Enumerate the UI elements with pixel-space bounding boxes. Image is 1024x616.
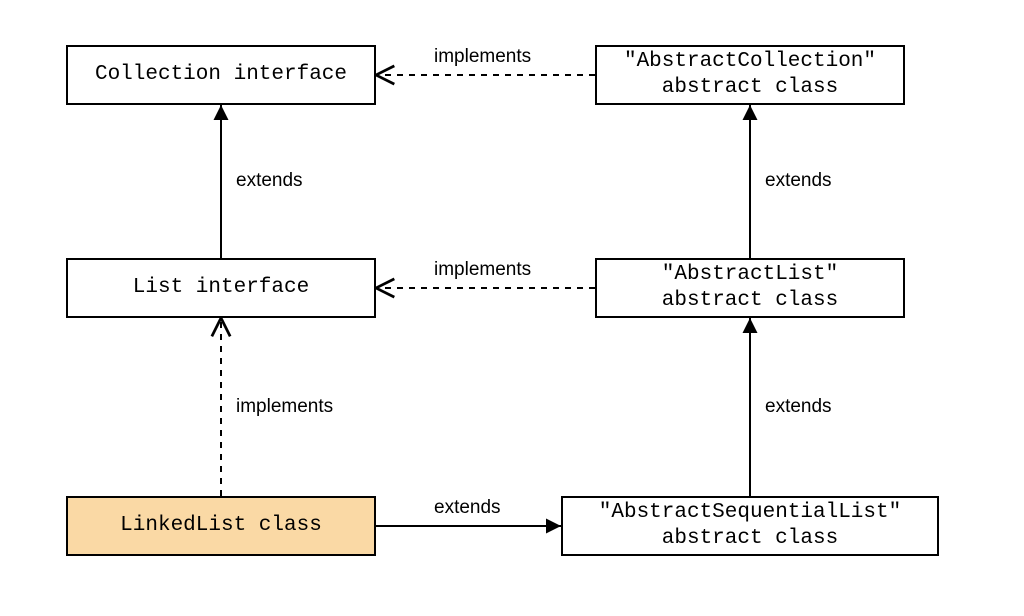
node-label: "AbstractSequentialList"abstract class (599, 500, 901, 553)
node-abstract-sequential-list: "AbstractSequentialList"abstract class (561, 496, 939, 556)
node-collection: Collection interface (66, 45, 376, 105)
node-list: List interface (66, 258, 376, 318)
node-abstract-collection: "AbstractCollection"abstract class (595, 45, 905, 105)
node-label: LinkedList class (120, 513, 322, 539)
node-label: "AbstractList"abstract class (662, 262, 838, 315)
edge-label-l-to-c: extends (234, 170, 305, 192)
node-label: "AbstractCollection"abstract class (624, 49, 876, 102)
node-abstract-list: "AbstractList"abstract class (595, 258, 905, 318)
edge-label-asl-up: extends (763, 396, 834, 418)
edge-label-ac-to-c: implements (432, 46, 533, 68)
node-label: List interface (133, 275, 309, 301)
edge-label-ll-to-l: implements (234, 396, 335, 418)
edge-label-al-to-l: implements (432, 259, 533, 281)
edge-label-ac-up: extends (763, 170, 834, 192)
node-linkedlist: LinkedList class (66, 496, 376, 556)
node-label: Collection interface (95, 62, 347, 88)
edge-label-ll-to-asl: extends (432, 497, 503, 519)
